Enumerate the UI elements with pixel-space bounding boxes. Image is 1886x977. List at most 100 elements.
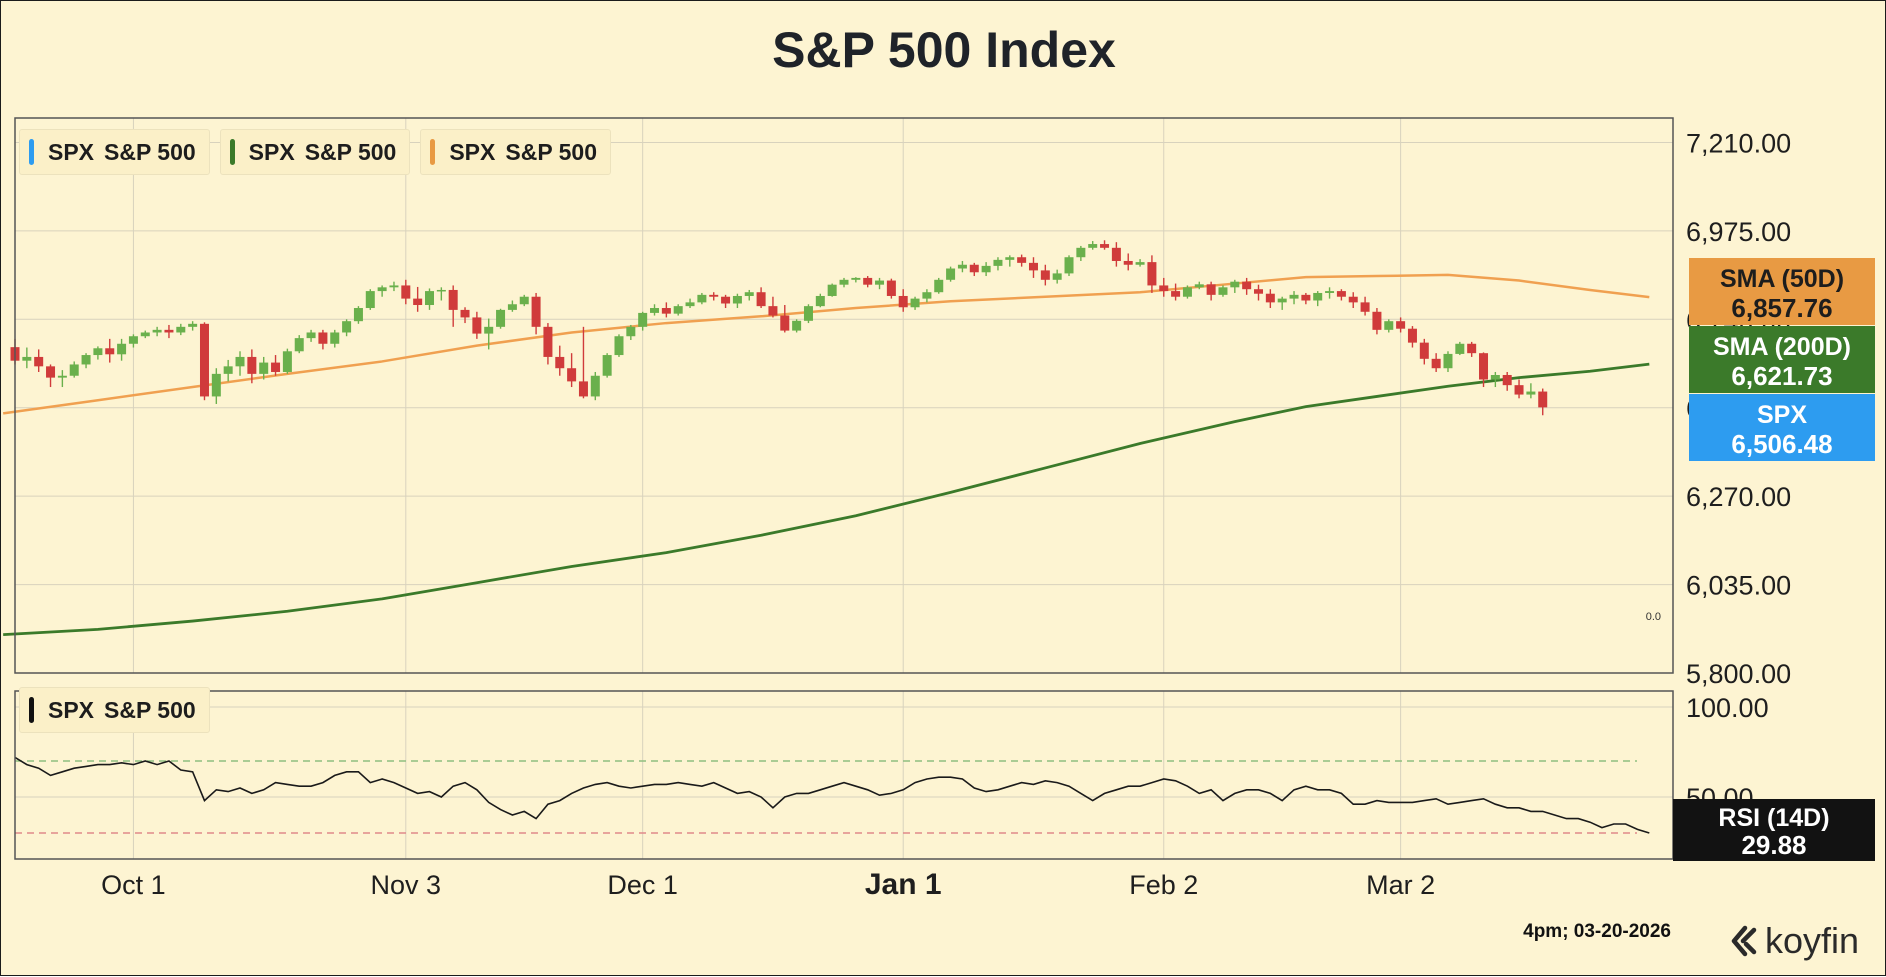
legend-symbol: SPX	[248, 138, 295, 165]
y-tick-label: 6,975.00	[1686, 217, 1791, 247]
candle-body	[22, 356, 32, 361]
candle-body	[318, 332, 328, 344]
candle-body	[1171, 291, 1181, 297]
candle-body	[1301, 294, 1311, 301]
rsi-last-value-box	[1673, 799, 1875, 861]
last-value-name: SMA (50D)	[1720, 265, 1844, 293]
legend-symbol: SPX	[449, 138, 496, 165]
candle-body	[673, 306, 683, 314]
candle-body	[1289, 294, 1299, 299]
candle-body	[365, 291, 375, 309]
candle-body	[247, 356, 257, 374]
candle-body	[436, 289, 446, 292]
candle-body	[1088, 244, 1098, 248]
candle-body	[839, 279, 849, 285]
last-value-box	[1689, 258, 1875, 325]
legend-chip-sma200[interactable]: SPX S&P 500	[219, 129, 411, 175]
last-value-number: 6,506.48	[1731, 429, 1832, 459]
candle-body	[34, 356, 44, 367]
legend-swatch	[29, 697, 34, 723]
y-tick-label: 6,270.00	[1686, 482, 1791, 512]
candle-body	[1182, 287, 1192, 297]
candle-body	[1502, 374, 1512, 386]
legend-label: S&P 500	[104, 696, 196, 723]
legend-swatch	[29, 139, 34, 165]
candle-body	[69, 364, 79, 376]
candle-body	[910, 298, 920, 308]
candle-body	[756, 292, 766, 307]
legend-label: S&P 500	[304, 138, 397, 165]
candle-body	[1265, 293, 1275, 303]
last-value-label: SMA (200D)6,621.73	[1689, 326, 1875, 393]
candle-body	[934, 279, 944, 293]
candle-body	[721, 296, 731, 304]
candle-body	[282, 351, 292, 372]
candle-body	[413, 298, 423, 306]
candle-body	[199, 323, 209, 397]
candle-body	[1052, 273, 1062, 280]
candle-body	[1538, 391, 1548, 408]
candle-body	[1242, 281, 1252, 290]
sma-200-line	[3, 362, 1650, 637]
candle-body	[128, 336, 138, 344]
candle-body	[1040, 270, 1050, 280]
candle-body	[1526, 391, 1536, 395]
candle-body	[614, 336, 624, 356]
candle-body	[567, 368, 577, 382]
chart-title: S&P 500 Index	[772, 22, 1116, 78]
candle-body	[1064, 257, 1074, 274]
x-tick-label: Jan 1	[865, 868, 942, 901]
legend-chip-sma50[interactable]: SPX S&P 500	[420, 129, 612, 175]
candle-body	[342, 321, 352, 333]
last-value-label: SMA (50D)6,857.76	[1689, 258, 1875, 325]
candle-body	[650, 308, 660, 313]
candle-body	[1419, 342, 1429, 359]
y-tick-label: 7,210.00	[1686, 128, 1791, 158]
candles	[10, 240, 1548, 416]
candle-body	[1253, 289, 1264, 294]
rsi-last-value-name: RSI (14D)	[1718, 804, 1829, 832]
candle-body	[1407, 328, 1417, 343]
legend-chip-rsi[interactable]: SPX S&P 500	[19, 687, 210, 733]
candle-body	[957, 264, 967, 269]
candle-body	[697, 294, 707, 303]
candle-body	[93, 348, 103, 356]
candle-body	[188, 323, 198, 327]
candle-body	[1017, 257, 1027, 263]
candle-body	[1514, 385, 1524, 395]
rsi-last-value-label: RSI (14D)29.88	[1673, 799, 1875, 861]
candle-body	[661, 308, 671, 314]
candle-body	[1206, 284, 1216, 295]
candle-body	[424, 291, 435, 306]
rsi-legend: SPX S&P 500	[19, 687, 210, 733]
last-value-number: 6,857.76	[1731, 293, 1832, 323]
legend-swatch	[430, 139, 436, 165]
candle-body	[235, 356, 245, 367]
candle-body	[792, 320, 802, 331]
candle-body	[1194, 284, 1204, 288]
candle-body	[164, 329, 174, 333]
legend-chip-spx[interactable]: SPX S&P 500	[19, 129, 210, 175]
candle-body	[1147, 262, 1157, 286]
x-tick-label: Nov 3	[371, 870, 442, 900]
candle-body	[827, 284, 837, 296]
grid	[15, 118, 1673, 859]
legend-symbol: SPX	[48, 696, 95, 723]
candle-body	[377, 287, 387, 292]
candle-body	[1005, 257, 1015, 260]
candle-body	[768, 306, 778, 316]
candle-body	[140, 332, 150, 337]
candle-body	[602, 355, 612, 376]
candle-body	[851, 277, 861, 280]
candle-body	[1348, 296, 1358, 303]
rsi-y-tick-label: 100.00	[1686, 693, 1769, 723]
candle-body	[389, 285, 399, 288]
candle-body	[1384, 321, 1394, 330]
candle-body	[401, 285, 411, 299]
last-value-number: 6,621.73	[1731, 361, 1832, 391]
candle-body	[306, 332, 316, 339]
candle-body	[685, 302, 695, 307]
candle-body	[578, 381, 588, 397]
candle-body	[1135, 262, 1145, 265]
